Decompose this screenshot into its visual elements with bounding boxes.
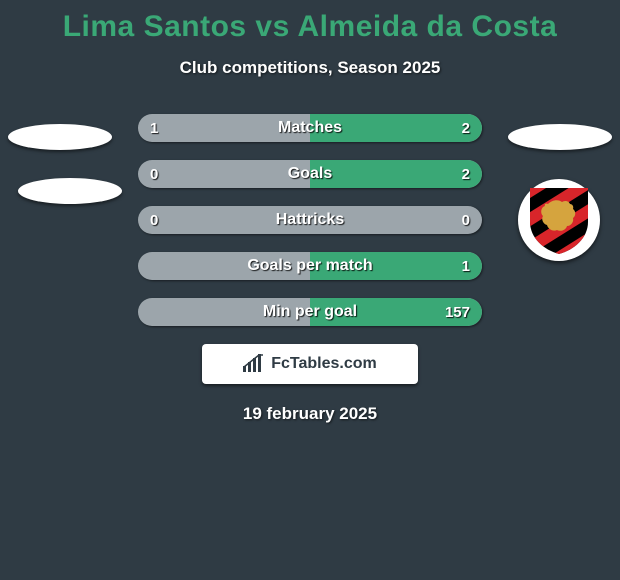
stat-value-left: 0: [150, 206, 158, 234]
brand-text: FcTables.com: [271, 355, 377, 373]
subtitle: Club competitions, Season 2025: [0, 58, 620, 78]
stat-row: Goals per match1: [138, 252, 482, 280]
stat-label: Hattricks: [138, 206, 482, 234]
stat-row: Goals0 2: [138, 160, 482, 188]
stat-value-right: 2: [462, 160, 470, 188]
stat-label: Matches: [138, 114, 482, 142]
stat-label: Goals: [138, 160, 482, 188]
stat-value-right: 2: [462, 114, 470, 142]
stat-value-right: 0: [462, 206, 470, 234]
stat-value-left: 1: [150, 114, 158, 142]
player-left-badge-1: [8, 124, 112, 150]
stat-value-right: 157: [445, 298, 470, 326]
page-title: Lima Santos vs Almeida da Costa: [0, 0, 620, 44]
stat-label: Goals per match: [138, 252, 482, 280]
stat-value-right: 1: [462, 252, 470, 280]
stat-row: Min per goal157: [138, 298, 482, 326]
player-right-badge-1: [508, 124, 612, 150]
chart-icon: [243, 354, 265, 374]
player-left-badge-2: [18, 178, 122, 204]
stat-label: Min per goal: [138, 298, 482, 326]
date-text: 19 february 2025: [0, 404, 620, 424]
brand-box[interactable]: FcTables.com: [202, 344, 418, 384]
stat-value-left: 0: [150, 160, 158, 188]
shield-icon: [526, 184, 592, 256]
club-badge-right: [518, 179, 600, 261]
stat-row: Matches1 2: [138, 114, 482, 142]
stat-row: Hattricks0 0: [138, 206, 482, 234]
